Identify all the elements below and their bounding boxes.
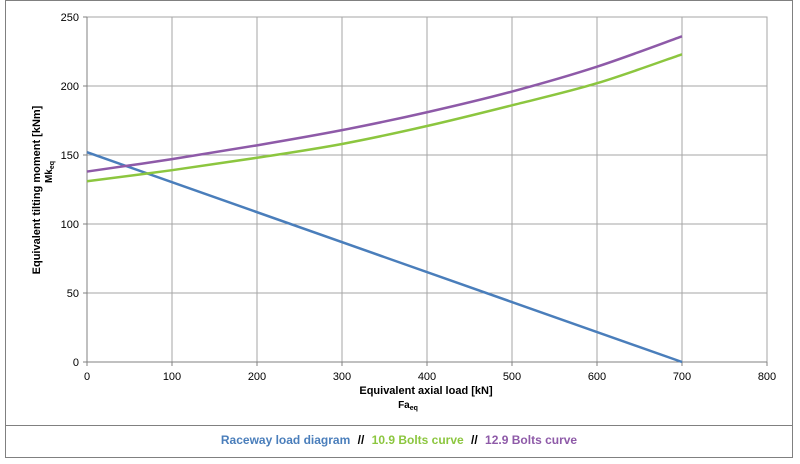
- legend-entry-10-9-bolts: 10.9 Bolts curve: [371, 433, 464, 447]
- x-tick-label: 600: [588, 371, 606, 383]
- series-line-2: [86, 35, 683, 173]
- legend-entry-raceway: Raceway load diagram: [220, 433, 351, 447]
- x-tick-label: 400: [418, 371, 436, 383]
- x-tick-label: 200: [248, 371, 266, 383]
- chart-frame: [5, 0, 793, 458]
- x-axis-symbol: Faeq: [398, 400, 418, 412]
- legend-entry-12-9-bolts: 12.9 Bolts curve: [485, 433, 578, 447]
- x-axis-label: Equivalent axial load [kN]: [359, 385, 493, 397]
- x-tick-label: 100: [163, 371, 181, 383]
- y-tick-label: 250: [61, 12, 79, 24]
- y-tick-label: 100: [61, 219, 79, 231]
- series-lines: [86, 35, 683, 364]
- x-tick-label: 0: [84, 371, 90, 383]
- legend-separator: //: [357, 433, 365, 447]
- y-tick-label: 50: [67, 288, 79, 300]
- series-line-1: [86, 53, 683, 183]
- x-tick-label: 300: [333, 371, 351, 383]
- y-axis-symbol-main: Mk: [44, 169, 55, 183]
- x-axis-symbol-main: Fa: [398, 400, 410, 411]
- y-axis-label: Equivalent tilting moment [kNm]: [31, 105, 43, 274]
- y-axis-symbol-sub: eq: [49, 161, 56, 169]
- y-tick-label: 0: [73, 357, 79, 369]
- series-line-0: [86, 151, 683, 364]
- line-chart: 0 100 200 300 400 500 600 700 800 0 50 100 150 200 250…: [31, 12, 777, 412]
- y-tick-label: 150: [61, 150, 79, 162]
- y-tick-label: 200: [61, 81, 79, 93]
- legend-separator: //: [471, 433, 478, 447]
- x-axis-symbol-sub: eq: [410, 405, 418, 412]
- legend: Raceway load diagram // 10.9 Bolts curve…: [5, 433, 793, 447]
- axes: [83, 16, 768, 366]
- x-tick-label: 500: [503, 371, 521, 383]
- x-tick-label: 800: [758, 371, 776, 383]
- y-axis-symbol: Mkeq: [44, 161, 56, 183]
- tick-labels: 0 100 200 300 400 500 600 700 800 0 50 100 150 200 250: [61, 12, 777, 383]
- x-tick-label: 700: [673, 371, 691, 383]
- legend-divider: [5, 425, 793, 426]
